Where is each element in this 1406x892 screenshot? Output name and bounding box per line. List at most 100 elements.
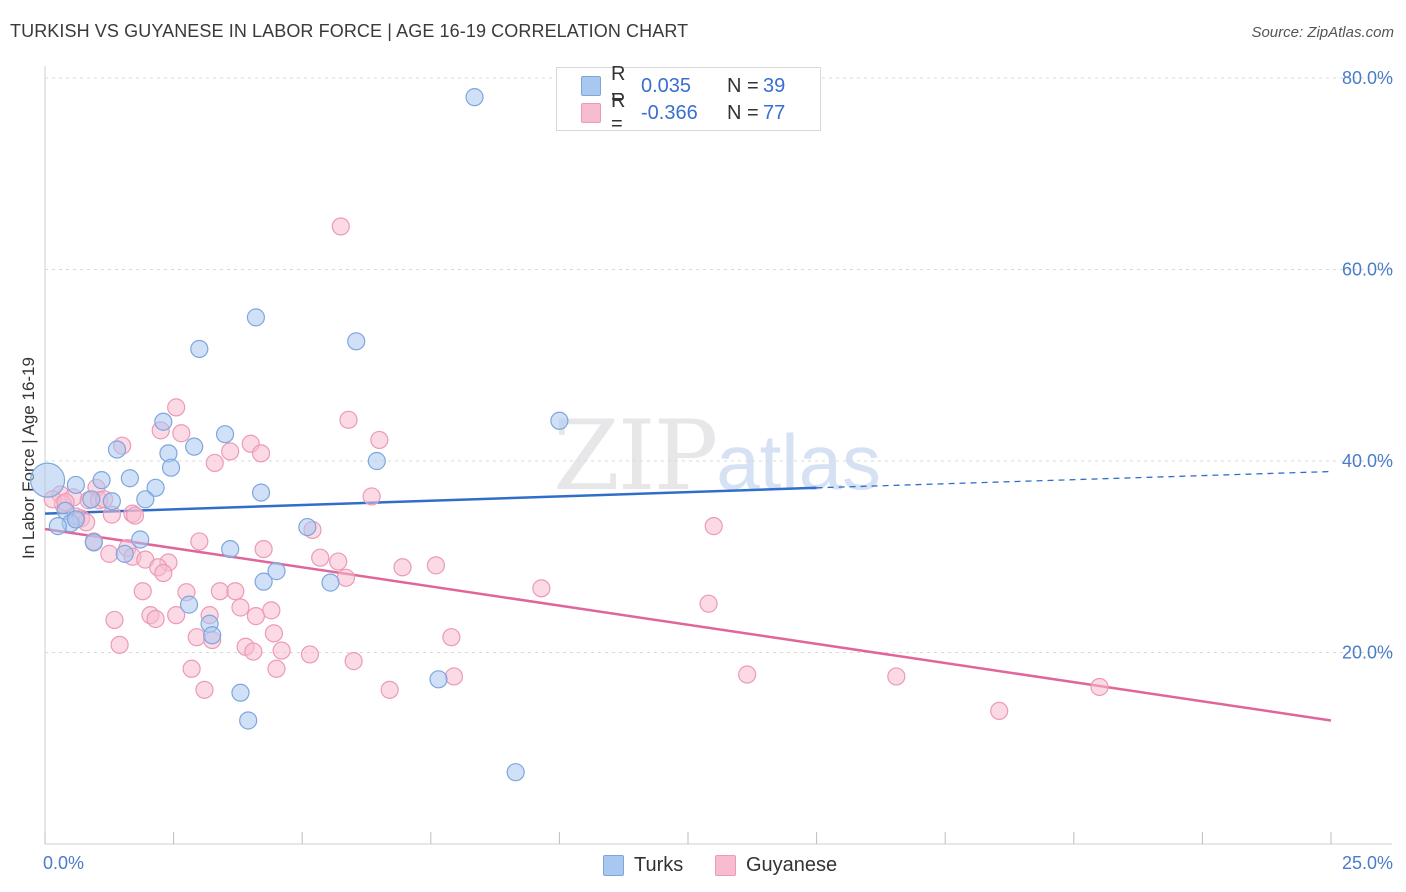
guyanese-point: [110, 635, 129, 654]
turks-trend-line: [44, 486, 817, 515]
guyanese-point: [380, 680, 399, 699]
guyanese-swatch: [715, 854, 736, 876]
series-legend: Turks Guyanese: [0, 852, 1406, 878]
guyanese-point: [254, 539, 273, 559]
guyanese-point: [154, 563, 173, 583]
guyanese-point: [1090, 677, 1109, 697]
turks-point: [429, 670, 448, 689]
guyanese-point: [331, 217, 350, 236]
turks-point: [102, 492, 121, 511]
guyanese-point: [444, 667, 464, 686]
grid: [45, 77, 1392, 653]
guyanese-point: [344, 652, 363, 671]
guyanese-point: [738, 665, 757, 684]
turks-point: [231, 683, 250, 702]
guyanese-point: [442, 628, 461, 647]
n-label: N =: [727, 101, 759, 124]
chart-title: TURKISH VS GUYANESE IN LABOR FORCE | AGE…: [10, 21, 689, 41]
legend-row-turks: R = 0.035 N = 39: [581, 63, 786, 108]
guyanese-point: [887, 667, 906, 686]
guyanese-point: [272, 641, 291, 660]
turks-point: [465, 88, 484, 107]
guyanese-point: [182, 659, 201, 678]
source-label: Source: ZipAtlas.com: [1251, 24, 1394, 41]
legend-item-guyanese[interactable]: Guyanese: [715, 852, 837, 878]
guyanese-point: [251, 444, 271, 463]
guyanese-point: [205, 453, 224, 473]
turks-point: [185, 437, 204, 456]
guyanese-point: [532, 579, 551, 598]
r-label: R =: [611, 63, 626, 108]
guyanese-point: [329, 552, 348, 571]
legend-label-guyanese: Guyanese: [746, 853, 838, 876]
turks-point: [367, 451, 386, 471]
turks-point: [115, 544, 134, 563]
guyanese-point: [267, 659, 286, 678]
guyanese-point: [336, 568, 356, 587]
turks-point: [48, 517, 67, 536]
guyanese-point: [100, 544, 119, 563]
turks-point: [82, 490, 101, 509]
guyanese-points: [43, 217, 1109, 721]
turks-point: [29, 462, 66, 498]
guyanese-point: [146, 609, 165, 629]
guyanese-point: [231, 598, 250, 617]
turks-point: [120, 469, 139, 488]
guyanese-point: [246, 607, 266, 626]
turks-point: [298, 517, 317, 537]
guyanese-point: [339, 410, 358, 429]
turks-point: [66, 510, 85, 529]
legend-row-guyanese: R = -0.366 N = 77: [581, 90, 786, 135]
axes: [44, 66, 1392, 845]
turks-swatch: [603, 854, 624, 876]
tick-labels: 20.0% 40.0% 60.0% 80.0% 0.0% 25.0%: [43, 68, 1393, 873]
turks-point: [203, 626, 222, 645]
guyanese-point: [990, 701, 1009, 721]
turks-point: [215, 425, 235, 444]
guyanese-point: [221, 442, 240, 461]
guyanese-point: [244, 642, 263, 661]
guyanese-point: [300, 645, 320, 664]
turks-point: [550, 411, 569, 430]
guyanese-point: [699, 594, 718, 613]
guyanese-point: [195, 680, 214, 699]
legend-item-turks[interactable]: Turks: [603, 852, 683, 878]
turks-point: [146, 478, 165, 497]
guyanese-point: [167, 398, 186, 417]
guyanese-swatch: [581, 103, 601, 123]
r-value: 0.035: [641, 74, 692, 97]
guyanese-point: [133, 582, 152, 601]
guyanese-point: [362, 487, 381, 506]
turks-point: [251, 483, 271, 502]
guyanese-point: [426, 556, 446, 575]
turks-point: [154, 412, 173, 431]
legend-label-turks: Turks: [634, 853, 684, 876]
guyanese-point: [264, 624, 284, 643]
guyanese-trend-line: [44, 527, 1332, 722]
correlation-legend: R = 0.035 N = 39 R = -0.366 N = 77: [556, 63, 821, 135]
n-value: 77: [763, 101, 786, 124]
turks-point: [347, 332, 366, 351]
guyanese-point: [370, 430, 389, 450]
turks-point: [267, 562, 286, 581]
turks-point: [179, 595, 199, 614]
x-tick-label-max: 25.0%: [1342, 853, 1393, 873]
guyanese-point: [187, 628, 206, 647]
turks-point: [161, 458, 181, 477]
turks-points: [29, 88, 569, 782]
guyanese-point: [167, 606, 186, 625]
y-tick-label: 20.0%: [1342, 643, 1393, 663]
turks-point: [131, 530, 150, 549]
n-value: 39: [763, 74, 786, 97]
turks-point: [92, 471, 111, 490]
turks-point: [254, 572, 273, 591]
guyanese-point: [190, 532, 209, 551]
trend-lines: [44, 470, 1332, 722]
n-label: N =: [727, 74, 759, 97]
guyanese-point: [393, 558, 412, 577]
x-tick-label-min: 0.0%: [43, 853, 84, 873]
guyanese-point: [226, 582, 245, 601]
y-tick-label: 40.0%: [1342, 451, 1393, 471]
guyanese-point: [172, 424, 191, 443]
r-label: R =: [611, 90, 626, 135]
